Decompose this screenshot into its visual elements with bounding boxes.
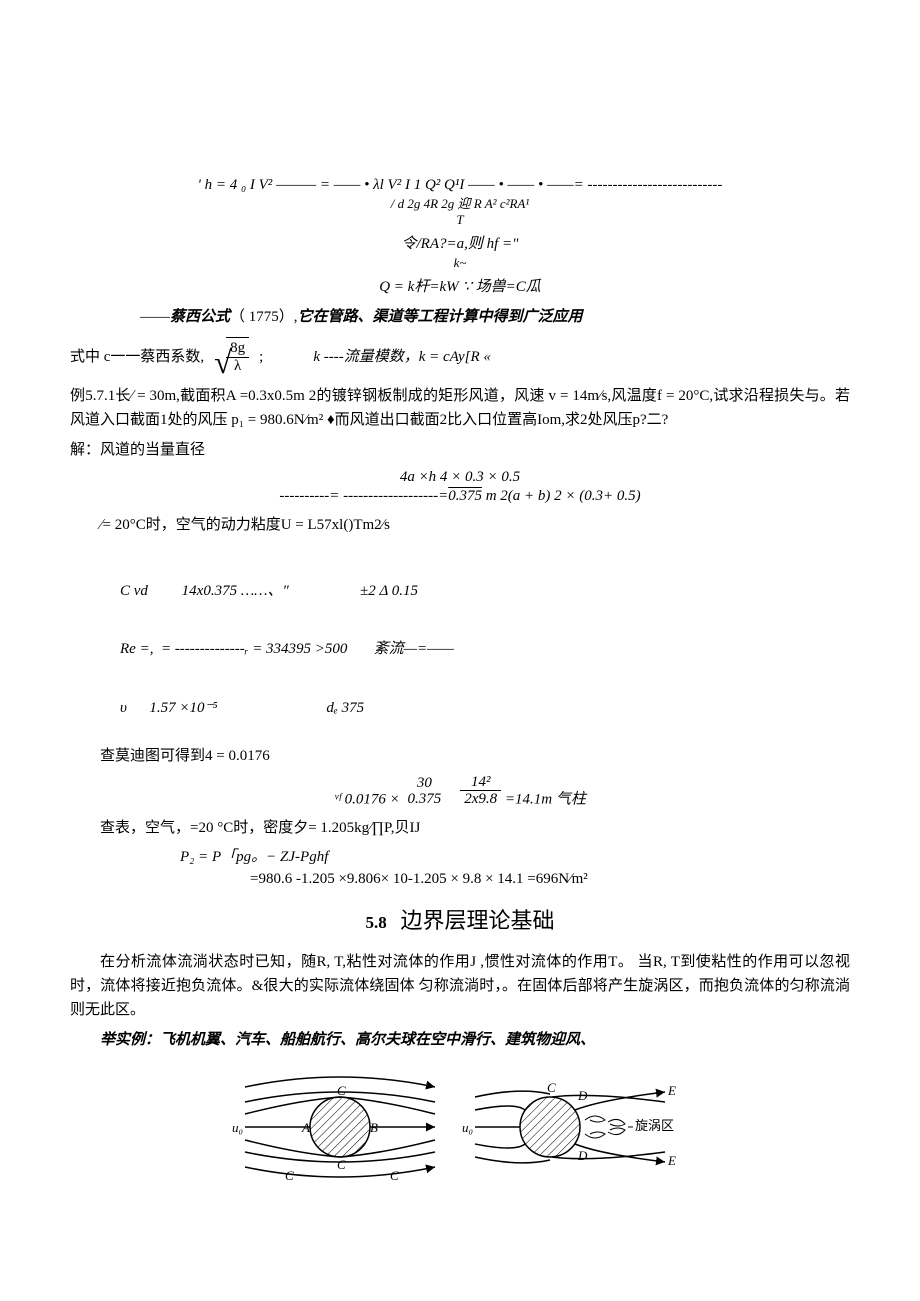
- p2-l1: P₂ = P「pg。− ZJ-Pghf: [180, 846, 850, 869]
- re-l1: C vd 14x0.375 ……、" ±2 Δ 0.15: [120, 582, 850, 602]
- solution-label: 解：风道的当量直径: [70, 438, 850, 462]
- sqrt-suffix: ;: [259, 345, 263, 369]
- point-C-bot: C: [337, 1157, 346, 1172]
- hf-frac1: 30 0.375: [404, 775, 446, 808]
- eq4-line1: 4a ×h 4 × 0.3 × 0.5: [70, 468, 850, 488]
- boundary-layer-p1: 在分析流体流淌状态时已知，随R, T,粘性对流体的作用J ,惯性对流体的作用T。…: [70, 950, 850, 1022]
- p2-l2: =980.6 -1.205 ×9.806× 10-1.205 × 9.8 × 1…: [180, 868, 850, 891]
- point-D-b: D: [577, 1148, 588, 1163]
- moody-lookup: 查莫迪图可得到4 = 0.0176: [70, 744, 850, 768]
- u0-label: u₀: [232, 1120, 243, 1135]
- viscosity-text: ∕= 20°C时，空气的动力粘度U = L57xl()Tm2∕s: [70, 513, 850, 537]
- point-E-b: E: [667, 1153, 676, 1168]
- chezy-label: 蔡西公式: [170, 309, 230, 325]
- hf-right: =14.1m 气柱: [505, 791, 586, 807]
- flow-diagram: u₀ A B C C C C: [70, 1062, 850, 1200]
- shizhong-label: 式中 c一一蔡西系数,: [70, 345, 204, 369]
- boundary-layer-examples: 举实例：飞机机翼、汽车、船舶航行、高尔夫球在空中滑行、建筑物迎风、: [70, 1028, 850, 1052]
- re-l2: Re =, = --------------ᵣ = 334395 >500 紊流…: [120, 640, 850, 660]
- re-l3: υ 1.57 ×10⁻⁵ dₑ 375: [120, 699, 850, 719]
- chezy-year: （ 1775）,: [230, 309, 298, 325]
- equation-flow-modulus: Q = k杆=kW ∵ 场兽=C瓜: [70, 278, 850, 298]
- hf-equation: ᵛᶠ 0.0176 × 30 0.375 14² 2x9.8 =14.1m 气柱: [70, 774, 850, 810]
- eq2-line2: k~: [70, 255, 850, 272]
- chezy-formula-line: ——蔡西公式（ 1775）,它在管路、渠道等工程计算中得到广泛应用: [70, 305, 850, 329]
- sqrt-expression: √ 8g λ: [214, 337, 249, 378]
- section-title: 5.8 边界层理论基础: [70, 903, 850, 938]
- point-C-r: C: [547, 1080, 556, 1095]
- hf-left: ᵛᶠ 0.0176 ×: [334, 791, 400, 807]
- equation-substitution: 令/RA?=a,则 hf =" k~: [70, 235, 850, 271]
- reynolds-block: C vd 14x0.375 ……、" ±2 Δ 0.15 Re =, = ---…: [70, 543, 850, 738]
- k-description: k ----流量模数，k = cAy[R «: [313, 345, 491, 369]
- vortex-label: 旋涡区: [635, 1118, 674, 1133]
- point-C-lb: C: [285, 1168, 294, 1183]
- chezy-coefficient-row: 式中 c一一蔡西系数, √ 8g λ ; k ----流量模数，k = cAy[…: [70, 337, 850, 378]
- point-A: A: [301, 1120, 310, 1135]
- eq1-line3: T: [70, 212, 850, 229]
- equation-darcy: ' h = 4 ₀ I V² ——— = —— • λl V² I 1 Q² Q…: [70, 176, 850, 229]
- section-number: 5.8: [365, 913, 386, 932]
- density-lookup: 查表，空气，=20 °C时，密度夕= 1.205kg∕∏P,贝IJ: [70, 816, 850, 840]
- example-problem: 例5.7.1长∕ = 30m,截面积A =0.3x0.5m 2的镀锌钢板制成的矩…: [70, 384, 850, 432]
- hf-frac2: 14² 2x9.8: [460, 774, 501, 808]
- streamline-svg: u₀ A B C C C C: [220, 1062, 700, 1192]
- equation-equivalent-diameter: 4a ×h 4 × 0.3 × 0.5 ----------= --------…: [70, 468, 850, 507]
- eq2-line1: 令/RA?=a,则 hf =": [70, 235, 850, 255]
- chezy-prefix: ——: [140, 309, 170, 325]
- point-E-t: E: [667, 1083, 676, 1098]
- point-D-t: D: [577, 1088, 588, 1103]
- p2-calculation: P₂ = P「pg。− ZJ-Pghf =980.6 -1.205 ×9.806…: [180, 846, 850, 891]
- chezy-desc: 它在管路、渠道等工程计算中得到广泛应用: [298, 309, 583, 325]
- section-title-text: 边界层理论基础: [400, 908, 554, 933]
- eq4-line2: ----------= -------------------=0.375 m …: [70, 487, 850, 507]
- eq1-line2: / d 2g 4R 2g 迎 R A² c²RA¹: [70, 196, 850, 213]
- u0-label-r: u₀: [462, 1120, 473, 1135]
- point-C-top: C: [337, 1083, 346, 1098]
- point-B: B: [370, 1120, 378, 1135]
- point-C-rb: C: [390, 1168, 399, 1183]
- eq1-line1: ' h = 4 ₀ I V² ——— = —— • λl V² I 1 Q² Q…: [70, 176, 850, 196]
